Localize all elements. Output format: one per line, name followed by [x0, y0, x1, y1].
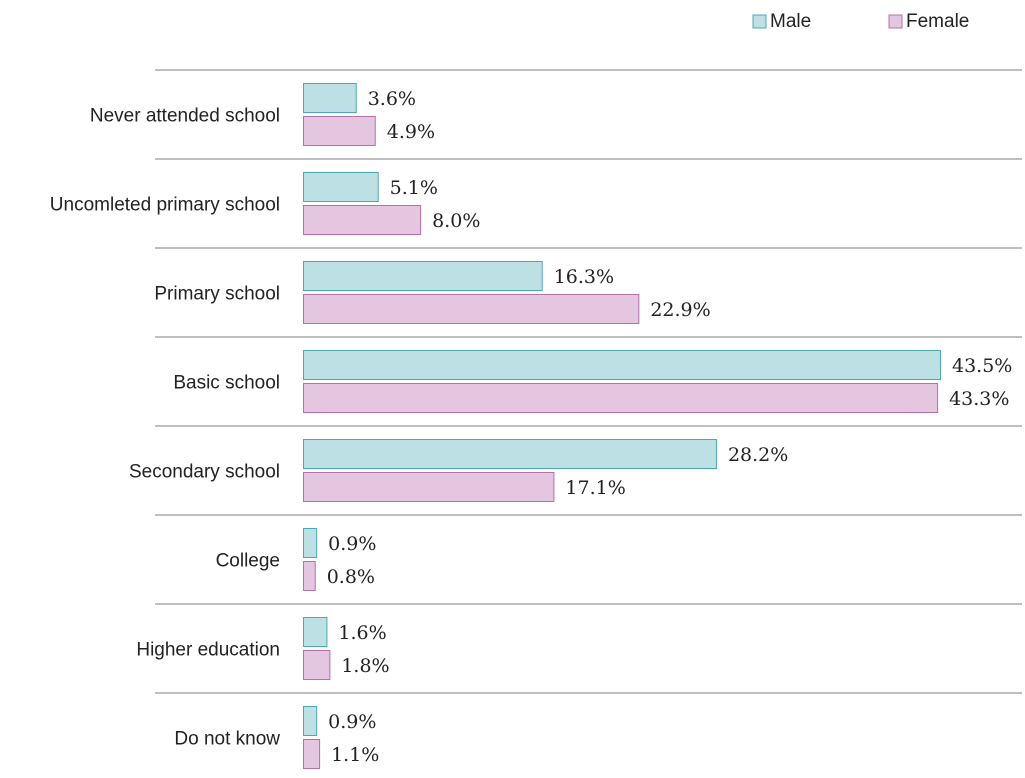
- value-label-male-college: 0.9%: [328, 533, 376, 555]
- bar-female-basic-school: [303, 383, 939, 413]
- bar-male-primary-school: [303, 261, 543, 291]
- value-label-female-higher-education: 1.8%: [341, 655, 389, 677]
- value-labels: 3.6% 4.9% 5.1% 8.0% 16.3% 22.9% 43.5% 43.3% 28.2…: [327, 88, 1013, 766]
- value-label-male-primary-school: 16.3%: [554, 266, 614, 288]
- value-label-female-uncomleted-primary-school: 8.0%: [432, 210, 480, 232]
- bar-female-secondary-school: [303, 472, 555, 502]
- category-label-primary-school: Primary school: [154, 284, 280, 305]
- bar-male-higher-education: [303, 617, 328, 647]
- value-label-female-basic-school: 43.3%: [949, 388, 1009, 410]
- bars: [303, 83, 941, 769]
- category-label-higher-education: Higher education: [136, 640, 280, 661]
- category-label-college: College: [216, 551, 280, 572]
- category-label-secondary-school: Secondary school: [129, 462, 280, 483]
- value-label-female-secondary-school: 17.1%: [565, 477, 625, 499]
- value-label-male-basic-school: 43.5%: [952, 355, 1012, 377]
- bar-male-do-not-know: [303, 706, 318, 736]
- bar-female-college: [303, 561, 316, 591]
- bar-male-never-attended-school: [303, 83, 357, 113]
- value-label-male-never-attended-school: 3.6%: [368, 88, 416, 110]
- legend-swatch-male: [752, 14, 767, 29]
- bar-female-higher-education: [303, 650, 331, 680]
- value-label-male-do-not-know: 0.9%: [328, 711, 376, 733]
- bar-male-secondary-school: [303, 439, 717, 469]
- value-label-female-never-attended-school: 4.9%: [387, 121, 435, 143]
- value-label-female-college: 0.8%: [327, 566, 375, 588]
- bar-female-do-not-know: [303, 739, 321, 769]
- category-label-do-not-know: Do not know: [174, 729, 280, 750]
- category-label-basic-school: Basic school: [173, 373, 280, 394]
- bar-male-basic-school: [303, 350, 941, 380]
- legend-label-female: Female: [906, 11, 969, 32]
- bar-male-college: [303, 528, 318, 558]
- row-separators: [155, 69, 1022, 694]
- category-label-never-attended-school: Never attended school: [90, 106, 280, 127]
- value-label-female-primary-school: 22.9%: [650, 299, 710, 321]
- bar-female-primary-school: [303, 294, 640, 324]
- bar-male-uncomleted-primary-school: [303, 172, 379, 202]
- value-label-female-do-not-know: 1.1%: [331, 744, 379, 766]
- bar-female-uncomleted-primary-school: [303, 205, 422, 235]
- legend-swatch-female: [888, 14, 903, 29]
- category-labels: Never attended school Uncomleted primary …: [50, 106, 280, 750]
- bar-female-never-attended-school: [303, 116, 376, 146]
- value-label-male-higher-education: 1.6%: [338, 622, 386, 644]
- legend-label-male: Male: [770, 11, 811, 32]
- value-label-male-uncomleted-primary-school: 5.1%: [390, 177, 438, 199]
- category-label-uncomleted-primary-school: Uncomleted primary school: [50, 195, 280, 216]
- value-label-male-secondary-school: 28.2%: [728, 444, 788, 466]
- legend: Male Female: [752, 11, 969, 32]
